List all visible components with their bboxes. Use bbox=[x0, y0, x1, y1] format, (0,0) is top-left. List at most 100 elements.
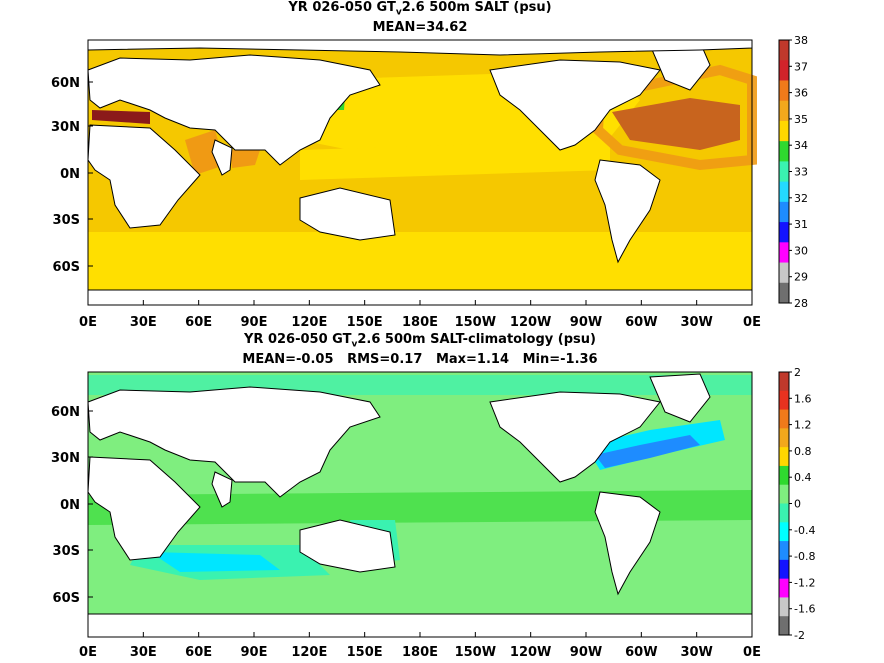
x-tick-label: 0E bbox=[743, 315, 761, 330]
x-tick-label: 150E bbox=[347, 645, 383, 660]
y-tick-label: 0N bbox=[60, 498, 80, 513]
x-tick-label: 90E bbox=[241, 315, 268, 330]
colorbar-label: 33 bbox=[794, 166, 808, 179]
colorbar-label: 31 bbox=[794, 218, 808, 231]
x-tick-label: 150W bbox=[455, 315, 496, 330]
y-tick-label: 0N bbox=[60, 167, 80, 182]
colorbar-label: -1.6 bbox=[794, 603, 815, 616]
colorbar-label: 32 bbox=[794, 192, 808, 205]
north-america bbox=[489, 391, 661, 483]
top-panel-stats: MEAN=34.62 bbox=[372, 20, 468, 35]
colorbar-swatch bbox=[779, 161, 789, 183]
mediterranean-field bbox=[92, 110, 150, 124]
colorbar-swatch bbox=[779, 141, 789, 162]
x-tick-label: 60W bbox=[625, 315, 657, 330]
x-tick-label: 60E bbox=[185, 315, 212, 330]
colorbar-label: 35 bbox=[794, 113, 808, 126]
x-tick-label: 120W bbox=[510, 645, 551, 660]
greenland bbox=[649, 373, 711, 423]
eurasia bbox=[87, 54, 381, 166]
india bbox=[211, 139, 233, 176]
north-atlantic-rim bbox=[592, 64, 757, 171]
india bbox=[211, 471, 233, 508]
colorbar-swatch bbox=[779, 40, 789, 61]
x-tick-label: 90W bbox=[570, 645, 602, 660]
australia bbox=[299, 519, 396, 573]
x-tick-label: 30W bbox=[680, 645, 712, 660]
colorbar-swatch bbox=[779, 372, 789, 392]
colorbar-label: -0.4 bbox=[794, 524, 815, 537]
tropical-band bbox=[88, 490, 752, 525]
x-tick-label: 150W bbox=[455, 645, 496, 660]
x-tick-label: 60E bbox=[185, 645, 212, 660]
top-continents bbox=[87, 39, 753, 306]
y-tick-label: 60N bbox=[51, 76, 80, 91]
x-tick-label: 0E bbox=[79, 315, 97, 330]
south-america bbox=[594, 491, 661, 596]
colorbar-swatch bbox=[779, 282, 789, 304]
x-tick-label: 30W bbox=[680, 315, 712, 330]
top-panel-title: YR 026-050 GTv2.6 500m SALT (psu) bbox=[288, 0, 552, 18]
colorbar-swatch bbox=[779, 409, 789, 429]
bay-bengal-field bbox=[230, 150, 260, 168]
y-tick-label: 30N bbox=[51, 120, 80, 135]
x-tick-label: 180E bbox=[402, 315, 438, 330]
colorbar-swatch bbox=[779, 522, 789, 542]
southern-ocean-field bbox=[88, 232, 752, 290]
bottom-panel-title: YR 026-050 GTv2.6 500m SALT-climatology … bbox=[244, 332, 596, 350]
y-tick-label: 60N bbox=[51, 405, 80, 420]
colorbar-label: 0.4 bbox=[794, 471, 812, 484]
colorbar-swatch bbox=[779, 120, 789, 142]
colorbar-swatch bbox=[779, 484, 789, 504]
y-tick-label: 60S bbox=[53, 591, 80, 606]
x-tick-label: 30E bbox=[130, 645, 157, 660]
colorbar-swatch bbox=[779, 597, 789, 617]
colorbar-swatch bbox=[779, 100, 789, 122]
colorbar-swatch bbox=[779, 181, 789, 203]
colorbar-label: 29 bbox=[794, 271, 808, 284]
y-tick-label: 30S bbox=[53, 544, 80, 559]
colorbar-label: -0.8 bbox=[794, 550, 815, 563]
australia bbox=[299, 187, 396, 241]
eurasia bbox=[87, 386, 381, 498]
x-tick-label: 120W bbox=[510, 315, 551, 330]
colorbar-label: 0.8 bbox=[794, 445, 812, 458]
x-tick-label: 0E bbox=[79, 645, 97, 660]
x-tick-label: 90W bbox=[570, 315, 602, 330]
colorbar-swatch bbox=[779, 559, 789, 580]
x-tick-label: 120E bbox=[291, 315, 327, 330]
y-tick-label: 60S bbox=[53, 260, 80, 275]
colorbars-layer: 38 37 36 35 34 33 32 31 30 29 28 2 1.6 1.2 0.8 0.4 0 -0.4… bbox=[778, 34, 815, 642]
y-tick-label: 30N bbox=[51, 451, 80, 466]
x-tick-label: 0E bbox=[743, 645, 761, 660]
africa bbox=[87, 456, 201, 561]
africa bbox=[87, 124, 201, 229]
colorbar-label: 37 bbox=[794, 60, 808, 73]
x-tick-label: 150E bbox=[347, 315, 383, 330]
colorbar-label: -2 bbox=[794, 629, 805, 642]
colorbar-label: 30 bbox=[794, 244, 808, 257]
top-map-panel bbox=[87, 39, 757, 306]
axes-layer: 0E 30E 60E 90E 120E 150E 180E 150W 120W 90W 60W 30W… bbox=[51, 76, 761, 660]
north-america bbox=[489, 59, 661, 151]
colorbar-label: -1.2 bbox=[794, 576, 815, 589]
x-tick-label: 90E bbox=[241, 645, 268, 660]
colorbar-label: 0 bbox=[794, 498, 801, 511]
x-tick-label: 30E bbox=[130, 315, 157, 330]
x-tick-label: 60W bbox=[625, 645, 657, 660]
colorbar-swatch bbox=[779, 222, 789, 243]
x-tick-label: 180E bbox=[402, 645, 438, 660]
colorbar-label: 1.6 bbox=[794, 392, 812, 405]
south-america bbox=[594, 159, 661, 264]
southern-indian-neg-core bbox=[150, 552, 280, 572]
colorbar-label: 38 bbox=[794, 34, 808, 47]
colorbar-swatch bbox=[779, 201, 789, 223]
colorbar-label: 2 bbox=[794, 366, 801, 379]
bottom-continents bbox=[87, 373, 753, 638]
colorbar-label: 28 bbox=[794, 297, 808, 310]
colorbar-swatch bbox=[779, 390, 789, 411]
gulf-stream-core bbox=[595, 435, 700, 468]
colorbar-swatch bbox=[779, 242, 789, 264]
colorbar-label: 1.2 bbox=[794, 419, 812, 432]
